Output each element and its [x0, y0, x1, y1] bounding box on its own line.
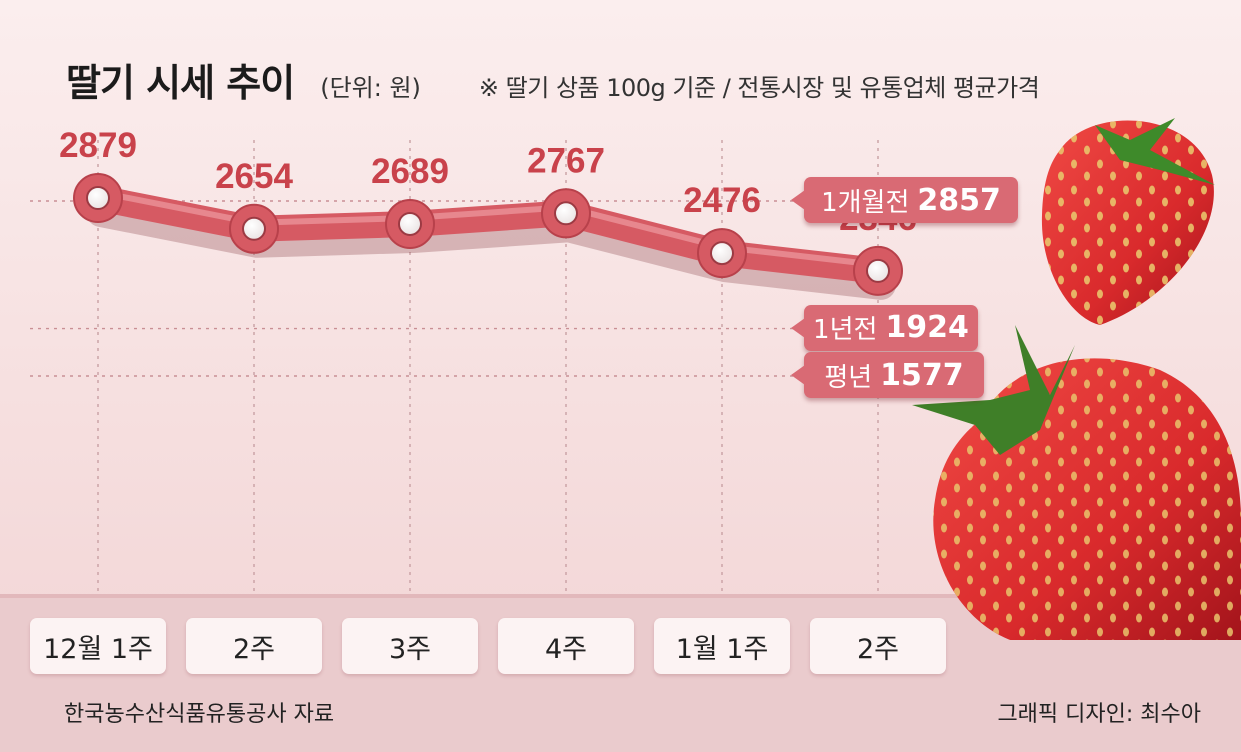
- data-point-6: [866, 258, 890, 283]
- data-label-5: 2476: [683, 181, 761, 220]
- data-label-2: 2654: [215, 157, 293, 196]
- x-tick-label-2: 2주: [186, 618, 322, 674]
- unit-label: (단위: 원): [320, 74, 421, 102]
- small-strawberry-leaves: [1095, 118, 1215, 185]
- reference-callout-value: 1924: [885, 310, 969, 346]
- reference-callout-3: 평년 1577: [791, 352, 984, 398]
- reference-callout-value: 1577: [880, 357, 964, 393]
- reference-callout-value: 2857: [917, 182, 1001, 218]
- data-label-4: 2767: [527, 141, 605, 180]
- data-point-1: [86, 186, 110, 210]
- reference-callout-label: 1년전: [813, 315, 878, 346]
- x-tick-label-3: 3주: [342, 618, 478, 674]
- chart-title: 딸기 시세 추이: [66, 61, 295, 105]
- data-point-2: [242, 216, 266, 241]
- reference-callout-1: 1개월전 2857: [791, 177, 1018, 223]
- reference-callout-2: 1년전 1924: [791, 304, 978, 351]
- basis-note: ※ 딸기 상품 100g 기준 / 전통시장 및 유통업체 평균가격: [478, 74, 1040, 102]
- x-tick-label-1: 12월 1주: [30, 618, 166, 674]
- data-point-3: [398, 211, 422, 236]
- axis-band-edge: [0, 594, 1241, 598]
- design-credit: 그래픽 디자인: 최수아: [997, 702, 1201, 727]
- x-tick-label-4: 4주: [498, 618, 634, 674]
- x-tick-label-5: 1월 1주: [654, 618, 790, 674]
- strawberry-illustration: [912, 118, 1241, 640]
- data-point-5: [710, 241, 734, 266]
- series-line: [85, 185, 891, 284]
- header: 딸기 시세 추이 (단위: 원) ※ 딸기 상품 100g 기준 / 전통시장 …: [66, 52, 1040, 107]
- reference-callout-label: 평년: [824, 362, 873, 393]
- data-label-1: 2879: [59, 126, 137, 165]
- data-label-3: 2689: [371, 152, 449, 191]
- source-note: 한국농수산식품유통공사 자료: [64, 702, 335, 727]
- reference-callout-label: 1개월전: [821, 187, 910, 218]
- large-strawberry-seeds: [933, 358, 1241, 640]
- series-line-highlight: [95, 189, 881, 268]
- x-tick-label-6: 2주: [810, 618, 946, 674]
- large-strawberry-leaves: [912, 325, 1075, 455]
- data-point-4: [554, 201, 578, 226]
